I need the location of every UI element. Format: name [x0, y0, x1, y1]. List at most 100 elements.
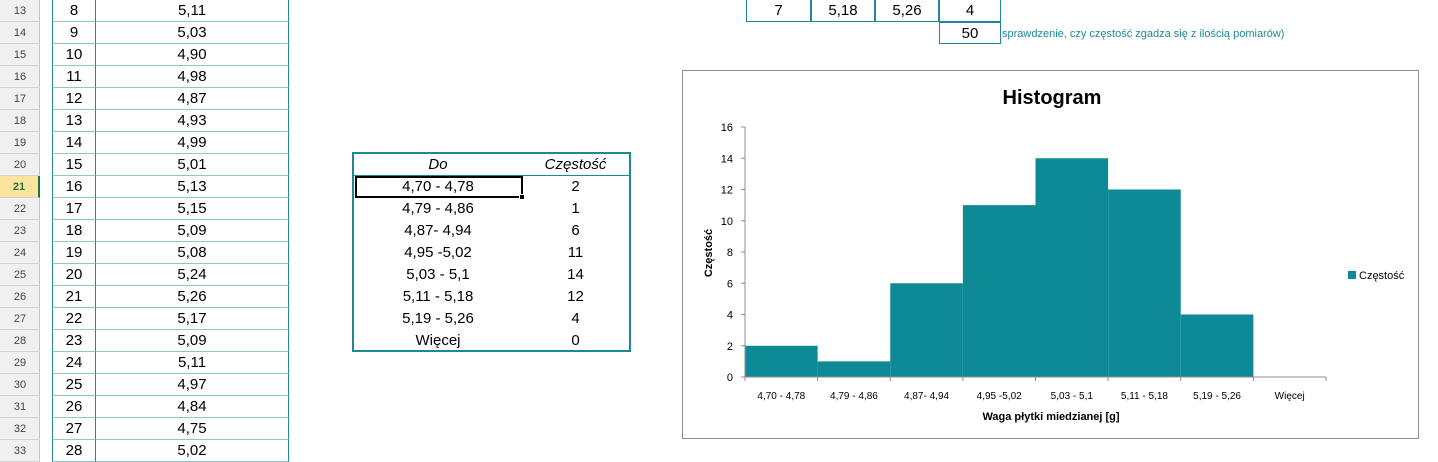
measurement-number-cell[interactable]: 27: [52, 418, 96, 440]
fill-handle[interactable]: [519, 194, 525, 200]
histogram-bar[interactable]: [962, 205, 1036, 377]
measurement-value-cell[interactable]: 4,87: [95, 88, 289, 110]
row-header[interactable]: 19: [0, 132, 40, 154]
freq-count-cell[interactable]: 11: [567, 244, 584, 261]
histogram-bar[interactable]: [1180, 314, 1254, 378]
freq-range-cell[interactable]: Więcej: [415, 332, 461, 349]
histogram-bar[interactable]: [1035, 158, 1109, 377]
row-header[interactable]: 30: [0, 374, 40, 396]
header-frequency[interactable]: Częstość: [544, 156, 607, 173]
measurement-value-cell[interactable]: 5,01: [95, 154, 289, 176]
header-do[interactable]: Do: [428, 156, 448, 173]
freq-count-cell[interactable]: 2: [571, 178, 580, 195]
measurement-number-cell[interactable]: 28: [52, 440, 96, 462]
measurement-value-cell[interactable]: 5,09: [95, 330, 289, 352]
freq-range-cell[interactable]: 4,70 - 4,78: [402, 178, 474, 195]
freq-range-cell[interactable]: 4,95 -5,02: [404, 244, 472, 261]
measurement-value-cell[interactable]: 5,26: [95, 286, 289, 308]
measurement-number-cell[interactable]: 12: [52, 88, 96, 110]
measurement-value-cell[interactable]: 5,08: [95, 242, 289, 264]
measurement-number-cell[interactable]: 22: [52, 308, 96, 330]
measurement-value-cell[interactable]: 5,03: [95, 22, 289, 44]
row-header[interactable]: 14: [0, 22, 40, 44]
measurement-value-cell[interactable]: 5,17: [95, 308, 289, 330]
measurement-number-cell[interactable]: 26: [52, 396, 96, 418]
row-header[interactable]: 32: [0, 418, 40, 440]
measurement-value-cell[interactable]: 4,84: [95, 396, 289, 418]
measurement-number-cell[interactable]: 20: [52, 264, 96, 286]
measurement-number-cell[interactable]: 15: [52, 154, 96, 176]
freq-range-cell[interactable]: 4,87- 4,94: [404, 222, 472, 239]
freq-range-cell[interactable]: 5,19 - 5,26: [402, 310, 474, 327]
measurement-number-cell[interactable]: 13: [52, 110, 96, 132]
row-header[interactable]: 24: [0, 242, 40, 264]
measurement-value-cell[interactable]: 4,97: [95, 374, 289, 396]
cell-upper-bound[interactable]: 5,26: [875, 0, 939, 22]
freq-count-cell[interactable]: 4: [571, 310, 580, 327]
cell-class-number[interactable]: 7: [746, 0, 811, 22]
row-header[interactable]: 29: [0, 352, 40, 374]
measurement-number-cell[interactable]: 10: [52, 44, 96, 66]
measurement-value-cell[interactable]: 5,13: [95, 176, 289, 198]
measurement-value-cell[interactable]: 4,98: [95, 66, 289, 88]
row-header[interactable]: 27: [0, 308, 40, 330]
measurement-number-cell[interactable]: 9: [52, 22, 96, 44]
measurement-number-cell[interactable]: 17: [52, 198, 96, 220]
row-header[interactable]: 23: [0, 220, 40, 242]
measurement-number-cell[interactable]: 11: [52, 66, 96, 88]
measurement-value-cell[interactable]: 5,24: [95, 264, 289, 286]
measurement-number-cell[interactable]: 25: [52, 374, 96, 396]
row-header[interactable]: 13: [0, 0, 40, 22]
row-header[interactable]: 26: [0, 286, 40, 308]
x-tick-label: 4,87- 4,94: [904, 391, 949, 402]
freq-count-cell[interactable]: 14: [567, 266, 584, 283]
measurement-number-cell[interactable]: 8: [52, 0, 96, 22]
measurement-value-cell[interactable]: 5,15: [95, 198, 289, 220]
freq-count-cell[interactable]: 1: [571, 200, 580, 217]
row-header[interactable]: 21: [0, 176, 40, 198]
histogram-bar[interactable]: [745, 345, 818, 377]
histogram-chart[interactable]: Histogram Waga płytki miedzianej [g] Czę…: [682, 70, 1419, 439]
selected-cell[interactable]: [355, 176, 525, 200]
histogram-bar[interactable]: [817, 361, 891, 377]
histogram-bar[interactable]: [1108, 189, 1181, 378]
measurement-value-cell[interactable]: 4,99: [95, 132, 289, 154]
freq-range-cell[interactable]: 4,79 - 4,86: [402, 200, 474, 217]
histogram-bar[interactable]: [890, 283, 963, 377]
measurement-number-cell[interactable]: 24: [52, 352, 96, 374]
measurement-number-cell[interactable]: 16: [52, 176, 96, 198]
row-header[interactable]: 16: [0, 66, 40, 88]
row-header[interactable]: 15: [0, 44, 40, 66]
measurement-number-cell[interactable]: 19: [52, 242, 96, 264]
cell-count[interactable]: 4: [939, 0, 1001, 22]
freq-range-cell[interactable]: 5,11 - 5,18: [402, 288, 474, 305]
measurement-value-cell[interactable]: 5,11: [95, 0, 289, 22]
freq-count-cell[interactable]: 12: [567, 288, 584, 305]
measurement-value-cell[interactable]: 4,90: [95, 44, 289, 66]
measurement-value-cell[interactable]: 4,93: [95, 110, 289, 132]
freq-row: 4,87- 4,94 6: [354, 220, 629, 242]
cell-total[interactable]: 50: [939, 22, 1001, 44]
measurement-value-cell[interactable]: 5,09: [95, 220, 289, 242]
measurement-number-cell[interactable]: 18: [52, 220, 96, 242]
y-tick-label: 4: [727, 310, 733, 322]
cell-lower-bound[interactable]: 5,18: [811, 0, 875, 22]
freq-range-cell[interactable]: 5,03 - 5,1: [406, 266, 470, 283]
row-header[interactable]: 28: [0, 330, 40, 352]
row-header[interactable]: 20: [0, 154, 40, 176]
row-header[interactable]: 22: [0, 198, 40, 220]
measurement-number-cell[interactable]: 21: [52, 286, 96, 308]
freq-count-cell[interactable]: 6: [571, 222, 580, 239]
measurement-value-cell[interactable]: 5,11: [95, 352, 289, 374]
row-header[interactable]: 31: [0, 396, 40, 418]
row-header[interactable]: 33: [0, 440, 40, 462]
row-header[interactable]: 25: [0, 264, 40, 286]
row-header[interactable]: 18: [0, 110, 40, 132]
measurement-number-cell[interactable]: 23: [52, 330, 96, 352]
row-header[interactable]: 17: [0, 88, 40, 110]
measurement-number-cell[interactable]: 14: [52, 132, 96, 154]
freq-count-cell[interactable]: 0: [571, 332, 580, 349]
y-tick-label: 14: [721, 153, 733, 165]
measurement-value-cell[interactable]: 4,75: [95, 418, 289, 440]
measurement-value-cell[interactable]: 5,02: [95, 440, 289, 462]
